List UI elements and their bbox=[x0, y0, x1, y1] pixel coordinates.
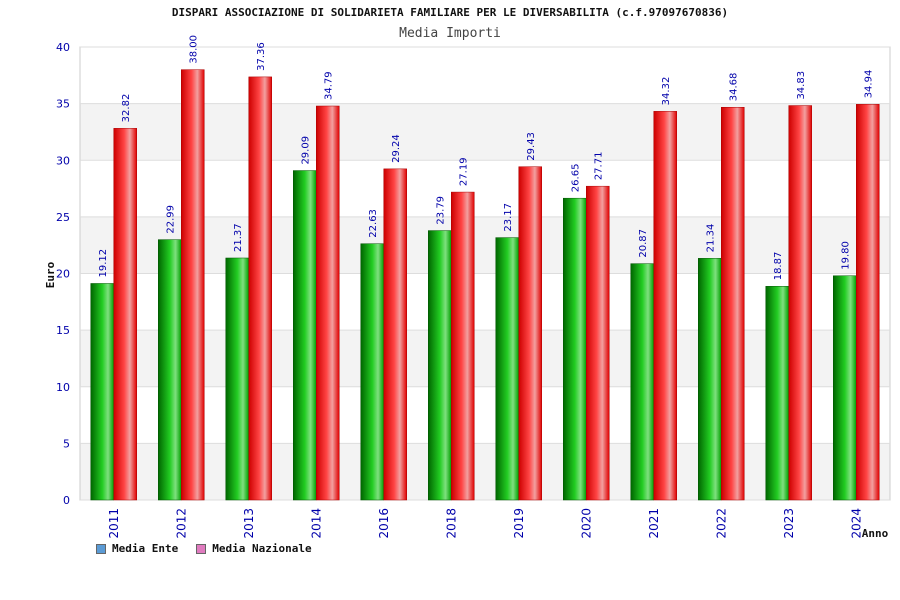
bar-media-ente bbox=[833, 275, 857, 501]
data-label: 34.79 bbox=[324, 71, 335, 100]
bar-media-ente bbox=[293, 170, 317, 501]
data-label: 38.00 bbox=[189, 35, 200, 64]
axes: 0 5 10 15 20 25 30 35 40 2011 2012 2013 2014 2016 2018… bbox=[56, 41, 863, 539]
data-label: 34.94 bbox=[864, 70, 875, 99]
bar-media-ente bbox=[495, 237, 519, 501]
data-label: 23.79 bbox=[436, 196, 447, 225]
data-label: 29.09 bbox=[301, 136, 312, 165]
data-label: 34.68 bbox=[729, 73, 740, 102]
x-tick-label: 2024 bbox=[849, 508, 863, 539]
bar-media-ente bbox=[563, 197, 587, 501]
y-tick-label: 15 bbox=[56, 324, 70, 337]
bar-media-nazionale bbox=[721, 106, 745, 501]
y-tick-label: 30 bbox=[56, 154, 70, 167]
x-tick-label: 2012 bbox=[174, 508, 188, 539]
data-label: 22.63 bbox=[368, 209, 379, 238]
x-tick-label: 2020 bbox=[579, 508, 593, 539]
grid-band bbox=[80, 330, 890, 387]
x-axis-label: Anno bbox=[862, 527, 889, 540]
chart-title: DISPARI ASSOCIAZIONE DI SOLIDARIETA FAMI… bbox=[172, 6, 728, 19]
grid-band bbox=[80, 160, 890, 217]
x-tick-label: 2011 bbox=[107, 508, 121, 539]
bar-media-nazionale bbox=[451, 191, 475, 501]
x-tick-label: 2013 bbox=[242, 508, 256, 539]
bar-media-nazionale bbox=[181, 69, 205, 501]
y-tick-label: 5 bbox=[63, 437, 70, 450]
data-labels: 19.12 32.82 22.99 38.00 21.37 37.36 29.09 34.79… bbox=[98, 35, 875, 280]
bar-media-ente bbox=[630, 263, 654, 501]
data-label: 20.87 bbox=[638, 229, 649, 258]
bar-media-nazionale bbox=[518, 166, 542, 501]
x-tick-label: 2022 bbox=[714, 508, 728, 539]
x-tick-label: 2023 bbox=[782, 508, 796, 539]
y-tick-label: 10 bbox=[56, 381, 70, 394]
bar-media-ente bbox=[90, 283, 114, 501]
x-tick-label: 2016 bbox=[377, 508, 391, 539]
bar-media-ente bbox=[360, 243, 384, 501]
data-label: 27.19 bbox=[459, 157, 470, 186]
grid-band bbox=[80, 386, 890, 444]
y-tick-label: 0 bbox=[63, 494, 70, 507]
bar-media-nazionale bbox=[316, 105, 340, 501]
data-label: 23.17 bbox=[503, 203, 514, 232]
legend-label-nazionale: Media Nazionale bbox=[212, 542, 312, 555]
grid-band bbox=[80, 273, 890, 331]
data-label: 37.36 bbox=[256, 42, 267, 71]
bar-media-nazionale bbox=[383, 168, 407, 501]
bar-media-nazionale bbox=[653, 111, 677, 501]
data-label: 21.37 bbox=[233, 223, 244, 252]
data-label: 22.99 bbox=[166, 205, 177, 234]
data-label: 27.71 bbox=[594, 152, 605, 181]
data-label: 29.24 bbox=[391, 134, 402, 163]
data-label: 29.43 bbox=[526, 132, 537, 161]
grid-band bbox=[80, 47, 890, 104]
y-tick-label: 35 bbox=[56, 98, 70, 111]
legend-item-nazionale: Media Nazionale bbox=[196, 542, 312, 555]
bar-media-nazionale bbox=[788, 105, 812, 501]
bar-media-ente bbox=[225, 257, 249, 501]
x-tick-label: 2021 bbox=[647, 508, 661, 539]
grid-band bbox=[80, 216, 890, 274]
legend: Media Ente Media Nazionale bbox=[96, 542, 312, 555]
bar-media-ente bbox=[765, 286, 789, 501]
legend-label-ente: Media Ente bbox=[112, 542, 179, 555]
grid-band bbox=[80, 443, 890, 500]
bar-media-nazionale bbox=[248, 76, 272, 501]
chart-subtitle: Media Importi bbox=[399, 26, 501, 41]
y-tick-label: 20 bbox=[56, 268, 70, 281]
legend-swatch-nazionale bbox=[196, 543, 207, 554]
bar-media-ente bbox=[428, 230, 452, 501]
data-label: 19.80 bbox=[841, 241, 852, 270]
x-tick-label: 2018 bbox=[444, 508, 458, 539]
bar-media-ente bbox=[158, 239, 182, 501]
x-tick-label: 2019 bbox=[512, 508, 526, 539]
bars bbox=[90, 69, 880, 501]
data-label: 19.12 bbox=[98, 249, 109, 278]
data-label: 32.82 bbox=[121, 94, 132, 123]
legend-swatch-ente bbox=[96, 543, 106, 554]
data-label: 34.32 bbox=[661, 77, 672, 106]
data-label: 21.34 bbox=[706, 224, 717, 253]
y-axis-label: Euro bbox=[44, 261, 57, 288]
bar-media-nazionale bbox=[113, 128, 137, 501]
grid bbox=[79, 46, 891, 501]
bar-media-nazionale bbox=[586, 185, 610, 501]
y-tick-label: 25 bbox=[56, 211, 70, 224]
grid-band bbox=[80, 103, 890, 161]
x-tick-label: 2014 bbox=[309, 508, 323, 539]
data-label: 26.65 bbox=[571, 164, 582, 193]
bar-media-nazionale bbox=[856, 104, 880, 501]
y-tick-label: 40 bbox=[56, 41, 70, 54]
legend-item-ente: Media Ente bbox=[96, 542, 178, 555]
data-label: 34.83 bbox=[796, 71, 807, 100]
data-label: 18.87 bbox=[773, 252, 784, 281]
bar-media-ente bbox=[698, 258, 722, 501]
